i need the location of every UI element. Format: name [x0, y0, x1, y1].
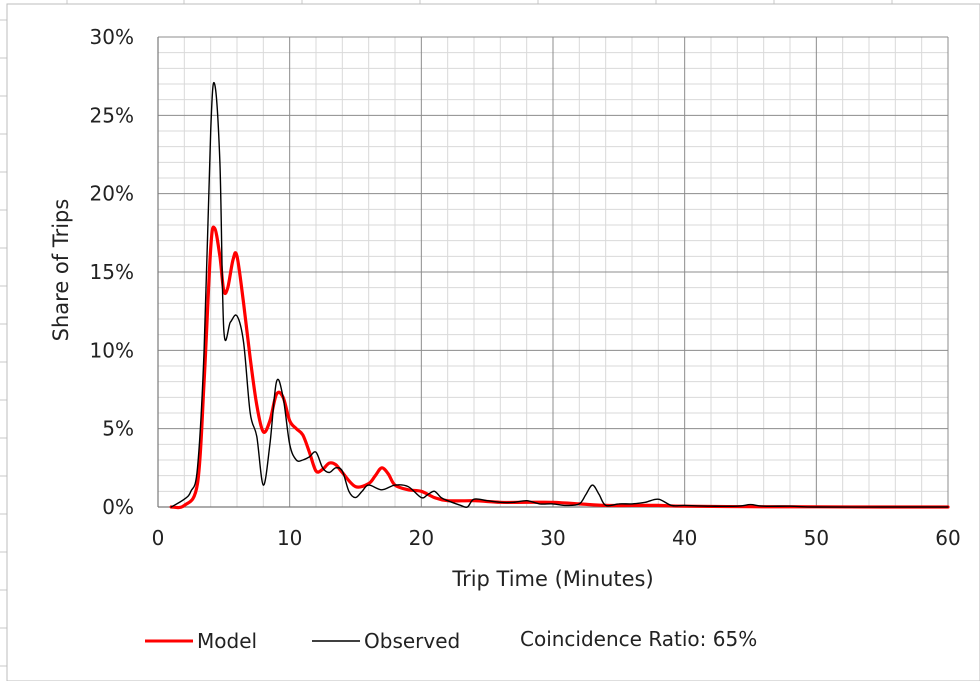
y-tick-label: 30% — [90, 25, 134, 49]
legend: Model Observed Coincidence Ratio: 65% — [145, 627, 757, 653]
x-tick-label: 20 — [409, 526, 434, 550]
y-tick-label: 20% — [90, 182, 134, 206]
legend-label-model: Model — [197, 629, 257, 653]
x-tick-label: 50 — [804, 526, 829, 550]
series-layer — [169, 82, 950, 510]
x-tick-label: 60 — [935, 526, 960, 550]
chart-frame — [6, 3, 980, 682]
legend-label-observed: Observed — [364, 629, 460, 653]
y-tick-label: 5% — [102, 417, 134, 441]
y-tick-label: 15% — [90, 260, 134, 284]
spreadsheet-grid — [0, 0, 893, 667]
y-tick-labels: 0% 5% 10% 15% 20% 25% 30% — [90, 25, 134, 519]
x-tick-labels: 0 10 20 30 40 50 60 — [152, 526, 961, 550]
series-line-observed — [170, 82, 949, 509]
y-tick-label: 0% — [102, 495, 134, 519]
x-tick-label: 30 — [540, 526, 565, 550]
x-tick-label: 40 — [672, 526, 697, 550]
x-tick-label: 0 — [152, 526, 165, 550]
y-tick-label: 25% — [90, 103, 134, 127]
x-axis-label: Trip Time (Minutes) — [451, 567, 653, 591]
y-tick-label: 10% — [90, 338, 134, 362]
y-axis-label: Share of Trips — [49, 199, 73, 342]
coincidence-ratio-annotation: Coincidence Ratio: 65% — [520, 627, 757, 651]
x-tick-label: 10 — [277, 526, 302, 550]
